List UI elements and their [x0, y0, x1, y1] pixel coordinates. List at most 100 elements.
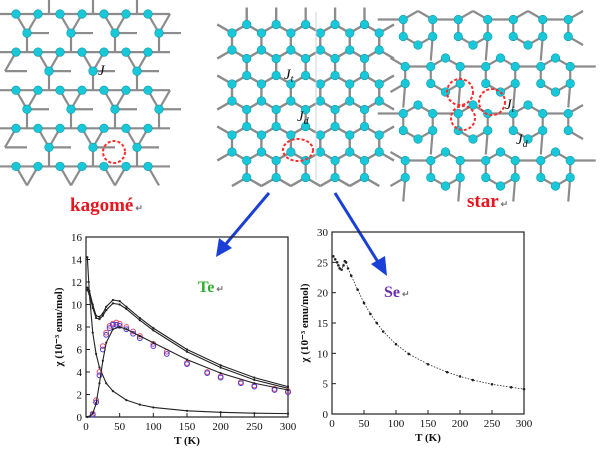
middle-atom: [374, 96, 384, 106]
se-data-point: [490, 382, 494, 386]
se-plot-frame: [331, 231, 525, 415]
honeycomb-lattice-panel: [216, 7, 395, 187]
se-data-point: [349, 274, 353, 277]
kagome-atom: [22, 28, 32, 38]
te-data-point: [105, 382, 108, 385]
star-atom: [426, 78, 436, 89]
star-coupling-jt: Jt: [505, 97, 515, 115]
te-data-point: [219, 364, 222, 367]
star-coupling-jt-symbol: J: [505, 97, 513, 113]
star-atom: [481, 172, 491, 183]
star-atom: [565, 155, 575, 166]
middle-atom: [359, 19, 370, 30]
te-data-point: [152, 329, 155, 332]
middle-coupling-jt-symbol: J: [284, 67, 292, 83]
star-atom: [523, 40, 533, 50]
kagome-atom: [11, 85, 21, 95]
te-x-axis-label: T (K): [174, 435, 200, 447]
middle-atom: [271, 70, 281, 81]
kagome-atom: [121, 123, 131, 133]
te-x-tick-label: 300: [280, 421, 297, 433]
te-data-point: [105, 309, 108, 312]
se-data-point: [331, 254, 335, 258]
te-x-tick-label: 50: [114, 421, 126, 433]
se-data-point: [338, 267, 341, 270]
middle-atom: [330, 53, 340, 64]
se-data-point: [344, 261, 348, 264]
te-x-tick-label: 100: [145, 421, 162, 433]
te-y-tick-label: 6: [77, 345, 83, 357]
kagome-atom: [11, 161, 21, 172]
star-atom: [536, 172, 546, 183]
kagome-atom: [11, 47, 21, 57]
kagome-atom: [99, 123, 109, 133]
se-y-tick-label: 0: [323, 409, 329, 421]
te-data-point: [91, 306, 94, 309]
middle-atom: [256, 28, 267, 38]
kagome-atom: [143, 161, 153, 172]
star-atom: [455, 172, 465, 183]
middle-atom: [374, 130, 384, 140]
te-y-tick-label: 2: [77, 390, 83, 402]
middle-atom: [256, 130, 267, 140]
star-atom: [398, 31, 408, 42]
star-atom: [428, 108, 438, 119]
te-data-point: [204, 370, 211, 377]
te-data-point: [123, 326, 130, 333]
star-highlight-circle: [446, 78, 474, 106]
te-data-point: [95, 316, 98, 320]
middle-atom: [359, 155, 370, 166]
star-atom: [495, 181, 506, 191]
star-coupling-jt-subscript: t: [512, 104, 515, 115]
middle-atom: [227, 147, 237, 157]
kagome-coupling-j: J: [98, 63, 106, 79]
te-data-point: [116, 322, 123, 329]
star-atom: [440, 53, 451, 63]
kagome-atom: [33, 9, 43, 19]
middle-atom: [315, 130, 325, 140]
kagome-atom: [66, 28, 76, 38]
middle-atom: [359, 121, 370, 132]
se-data-point: [445, 370, 449, 374]
kagome-atom: [33, 85, 43, 95]
te-data-point: [103, 329, 110, 336]
middle-atom: [301, 121, 311, 132]
te-data-point: [88, 289, 91, 293]
kagome-atom: [77, 161, 87, 172]
te-data-point: [88, 293, 91, 296]
se-x-tick-label: 100: [388, 418, 405, 430]
te-x-tick-label: 200: [212, 421, 229, 433]
te-data-point: [286, 412, 290, 415]
star-atom: [426, 155, 436, 166]
middle-atom: [359, 70, 370, 81]
star-atom: [453, 108, 463, 119]
star-highlight-circle: [478, 88, 506, 116]
te-data-point: [86, 286, 89, 289]
middle-highlight-ellipse: [282, 138, 314, 162]
te-data-point: [138, 403, 141, 406]
te-data-point: [105, 341, 108, 344]
se-y-tick-label: 30: [317, 227, 329, 239]
te-data-point: [110, 321, 116, 328]
te-data-point: [113, 321, 120, 328]
star-atom: [495, 53, 506, 63]
te-data-point: [106, 325, 113, 332]
star-atom: [398, 108, 408, 119]
te-y-tick-label: 14: [71, 255, 83, 267]
kagome-atom: [33, 161, 43, 172]
middle-coupling-jd-subscript: d: [304, 116, 310, 127]
te-series-line: [86, 257, 289, 415]
middle-atom: [242, 53, 252, 64]
star-atom: [453, 14, 463, 25]
te-data-point: [253, 382, 256, 385]
te-sample-label: Te ↵: [198, 279, 224, 296]
star-atom: [510, 61, 520, 72]
star-atom: [453, 31, 463, 42]
te-data-point: [98, 366, 101, 369]
se-sample-label-mark: ↵: [402, 289, 410, 299]
star-atom: [536, 78, 546, 89]
kagome-atom: [110, 28, 120, 38]
middle-atom: [345, 28, 355, 38]
star-coupling-jd-subscript: d: [523, 139, 529, 150]
te-data-point: [98, 315, 101, 318]
